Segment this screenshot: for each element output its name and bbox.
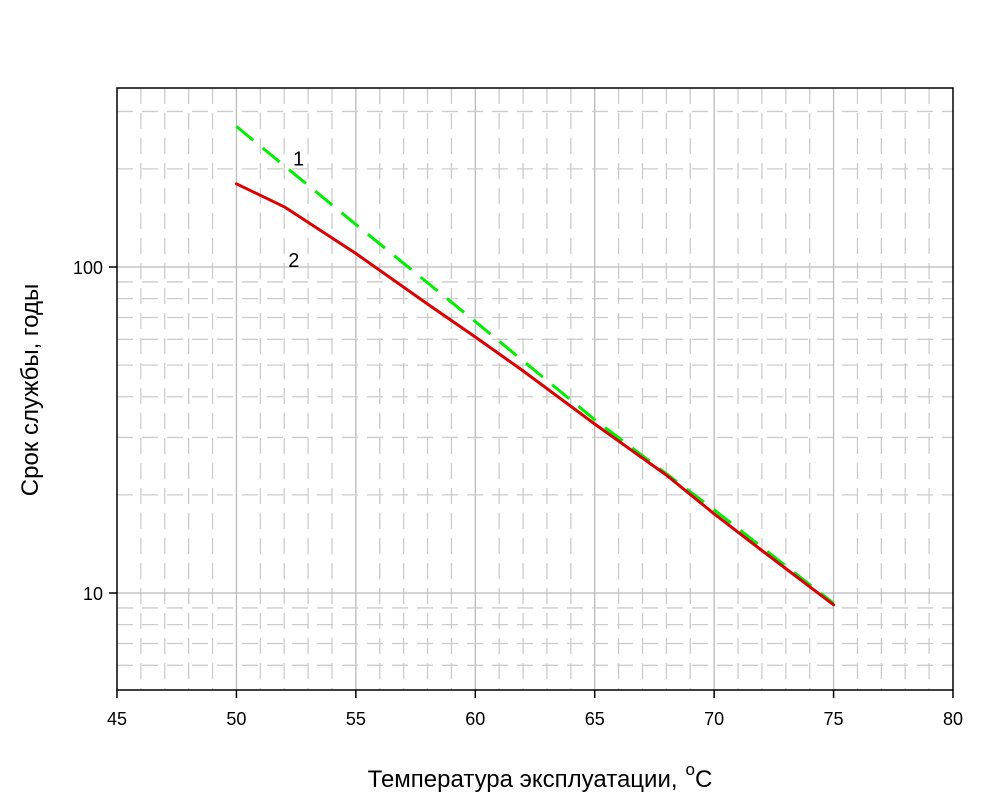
series-labels: 12	[288, 149, 304, 272]
y-tick-label: 100	[73, 258, 103, 278]
x-tick-label: 80	[943, 709, 963, 729]
grid	[117, 88, 953, 690]
x-tick-label: 45	[107, 709, 127, 729]
x-tick-label: 60	[465, 709, 485, 729]
x-tick-label: 75	[824, 709, 844, 729]
series-line-1	[235, 125, 835, 605]
y-tick-label: 10	[83, 584, 103, 604]
series-line-2	[234, 182, 836, 607]
y-axis-title: Срок службы, годы	[17, 284, 44, 496]
x-axis-degree-sup: o	[686, 760, 695, 779]
x-axis-title-text: Температура эксплуатации,	[368, 766, 678, 793]
ticks: 45 50 55 60 65 70 75 80 10 100	[73, 258, 963, 729]
x-tick-label: 70	[704, 709, 724, 729]
x-axis-unit: C	[695, 766, 712, 793]
plot-frame	[116, 87, 954, 691]
x-axis-title: Температура эксплуатации, oC	[368, 760, 713, 793]
x-tick-label: 55	[346, 709, 366, 729]
series-label-2: 2	[288, 250, 299, 272]
x-tick-label: 50	[226, 709, 246, 729]
series-layer	[234, 125, 836, 607]
x-tick-label: 65	[585, 709, 605, 729]
series-label-1: 1	[293, 149, 304, 171]
